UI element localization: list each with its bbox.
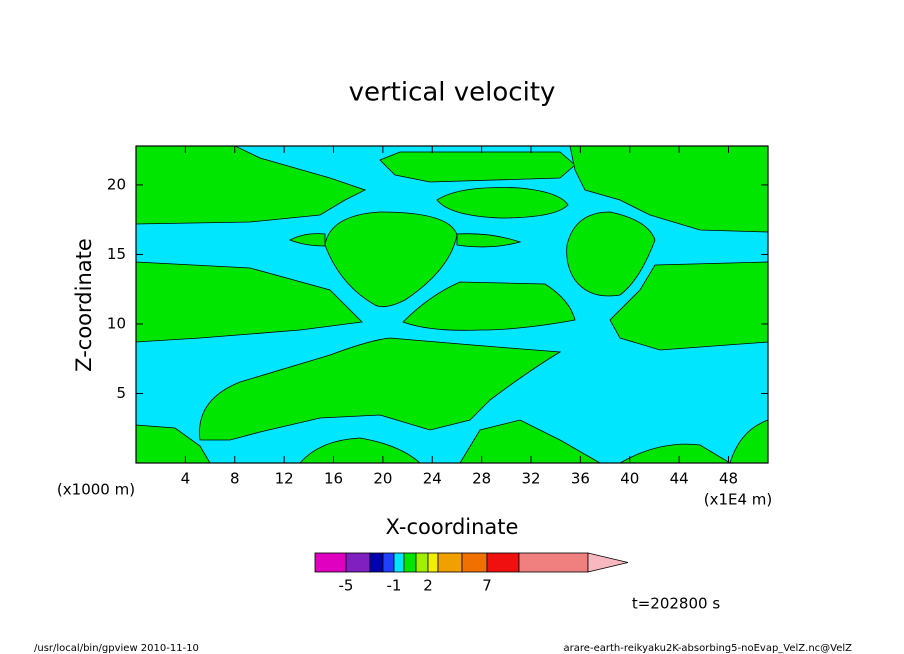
x-tick-label: 12 — [275, 470, 294, 488]
colorbar-tick-label: 7 — [482, 577, 492, 595]
x-tick-label: 24 — [423, 470, 442, 488]
colorbar-segment — [403, 552, 417, 573]
plot-frame — [135, 145, 769, 464]
contour-region — [402, 281, 576, 331]
x-tick-label: 20 — [373, 470, 392, 488]
contour-region — [379, 151, 576, 183]
x-tick-label: 8 — [230, 470, 240, 488]
contour-region — [436, 187, 569, 219]
chart-title: vertical velocity — [349, 78, 556, 108]
x-tick-label: 44 — [670, 470, 689, 488]
time-label: t=202800 s — [632, 595, 720, 613]
colorbar-segment — [314, 552, 347, 573]
colorbar-segment — [345, 552, 371, 573]
x-tick-label: 48 — [719, 470, 738, 488]
y-tick-label: 10 — [107, 314, 126, 332]
contour-region — [299, 437, 422, 464]
colorbar-segment — [415, 552, 429, 573]
footer-left: /usr/local/bin/gpview 2010-11-10 — [34, 643, 199, 654]
y-unit-label: (x1000 m) — [57, 481, 135, 499]
x-tick-label: 40 — [620, 470, 639, 488]
colorbar-tick-label: 2 — [423, 577, 433, 595]
colorbar-segment — [382, 552, 395, 573]
x-tick-label: 28 — [472, 470, 491, 488]
plot-area — [135, 145, 769, 464]
colorbar-segment — [461, 552, 488, 573]
y-axis-label: Z-coordinate — [72, 238, 96, 372]
y-tick-label: 5 — [116, 384, 126, 402]
colorbar-segment — [369, 552, 384, 573]
colorbar-segment — [437, 552, 463, 573]
contour-region — [456, 233, 522, 248]
colorbar-segment — [393, 552, 405, 573]
x-tick-label: 16 — [324, 470, 343, 488]
footer-right: arare-earth-reikyaku2K-absorbing5-noEvap… — [564, 643, 853, 654]
colorbar-segment — [427, 552, 439, 573]
colorbar-tick-label: -5 — [339, 577, 354, 595]
colorbar-extension — [587, 552, 629, 573]
contour-region — [135, 145, 367, 225]
x-axis-label: X-coordinate — [386, 515, 519, 539]
contour-region — [324, 211, 458, 308]
contour-region — [566, 211, 656, 297]
contour-region — [199, 337, 562, 441]
colorbar-tick-label: -1 — [387, 577, 402, 595]
contour-region — [618, 443, 732, 464]
colorbar-segment — [518, 552, 589, 573]
colorbar-segment — [486, 552, 520, 573]
x-tick-label: 4 — [181, 470, 191, 488]
y-tick-label: 15 — [107, 245, 126, 263]
y-tick-label: 20 — [107, 175, 126, 193]
contour-region — [135, 261, 363, 343]
x-tick-label: 32 — [521, 470, 540, 488]
contour-region — [289, 233, 326, 247]
x-tick-label: 36 — [571, 470, 590, 488]
x-unit-label: (x1E4 m) — [704, 491, 773, 509]
